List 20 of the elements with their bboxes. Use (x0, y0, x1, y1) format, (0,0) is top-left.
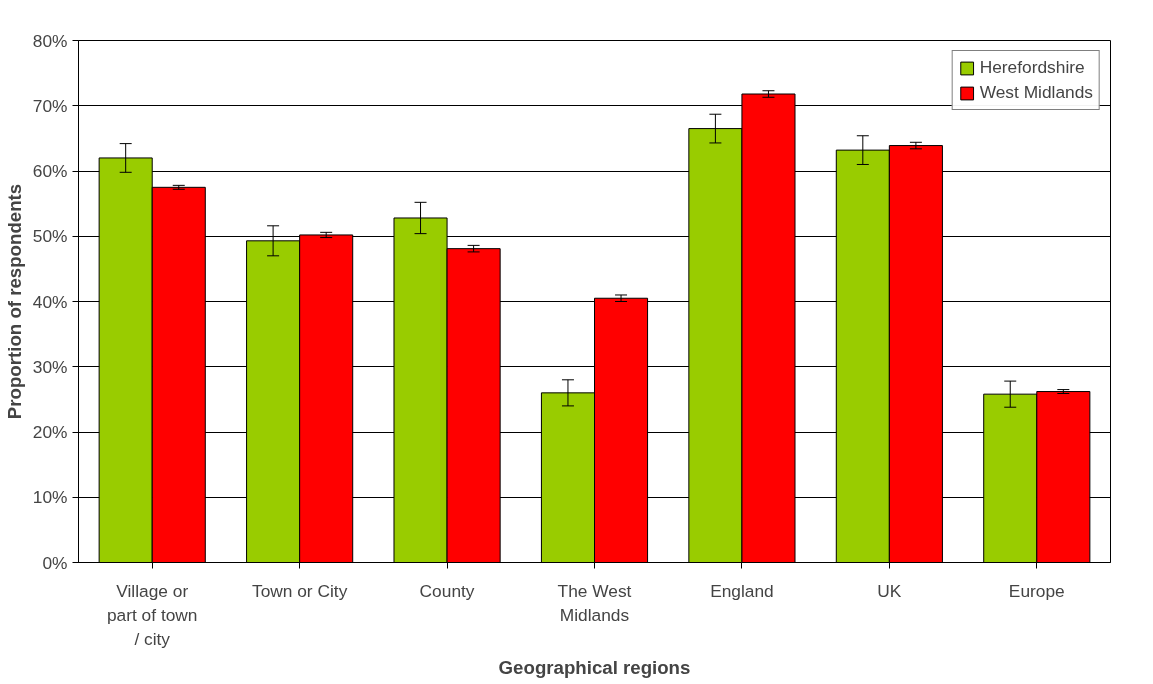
x-tick-label: UK (877, 580, 902, 601)
x-tick-label: Town or City (251, 580, 348, 601)
y-tick-label: 80% (32, 30, 68, 51)
x-axis-title: Geographical regions (498, 656, 691, 678)
x-tick-label: Village or part of town / city (106, 580, 198, 649)
y-tick-label: 20% (32, 422, 68, 442)
x-tick-label: The West Midlands (557, 580, 632, 625)
legend-label: Herefordshire (979, 57, 1085, 78)
y-tick-label: 0% (42, 552, 68, 573)
legend-label: West Midlands (979, 82, 1093, 103)
y-tick-label: 60% (32, 161, 68, 181)
x-tick-label: County (419, 580, 475, 601)
x-tick-label: England (710, 580, 774, 601)
y-tick-label: 50% (32, 226, 68, 247)
y-tick-label: 10% (32, 487, 68, 508)
y-axis-title: Proportion of respondents (3, 183, 25, 420)
y-tick-label: 70% (32, 95, 68, 116)
y-tick-label: 30% (32, 356, 68, 377)
x-tick-label: Europe (1008, 580, 1065, 601)
y-tick-label: 40% (32, 291, 68, 312)
